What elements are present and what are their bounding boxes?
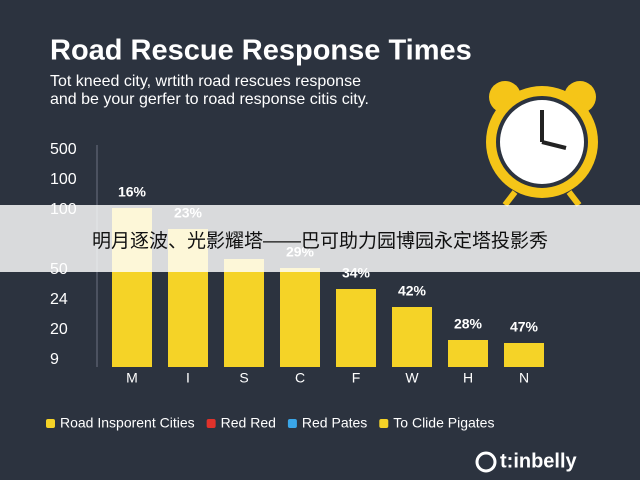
bar bbox=[280, 268, 320, 367]
bar bbox=[392, 307, 432, 367]
y-tick-label: 20 bbox=[50, 321, 68, 338]
legend-label: Red Red bbox=[221, 415, 276, 431]
bar bbox=[448, 340, 488, 367]
chart-title: Road Rescue Response Times bbox=[50, 35, 472, 67]
y-tick-label: 9 bbox=[50, 351, 59, 368]
x-tick-label: I bbox=[186, 370, 190, 386]
bar bbox=[504, 343, 544, 367]
y-tick-label: 500 bbox=[50, 141, 77, 158]
x-tick-label: W bbox=[405, 370, 419, 386]
legend-label: To Clide Pigates bbox=[393, 415, 494, 431]
legend-swatch bbox=[46, 419, 55, 428]
banner bbox=[0, 205, 640, 272]
y-tick-label: 24 bbox=[50, 291, 68, 308]
bar bbox=[224, 259, 264, 367]
logo: t:inbelly bbox=[475, 450, 578, 473]
legend-swatch bbox=[379, 419, 389, 428]
y-tick-label: 100 bbox=[50, 171, 77, 188]
legend-label: Red Pates bbox=[302, 415, 367, 431]
x-tick-label: M bbox=[126, 370, 138, 386]
legend: Road Insporent Cities Red Red Red Pates To … bbox=[46, 415, 494, 431]
x-tick-label: F bbox=[352, 370, 361, 386]
legend-swatch bbox=[287, 419, 297, 428]
x-tick-label: C bbox=[295, 370, 305, 386]
banner-text: 明月逐波、光影耀塔——巴可助力园博园永定塔投影秀 bbox=[92, 230, 548, 252]
legend-label: Road Insporent Cities bbox=[60, 415, 195, 431]
subtitle: and be your gerfer to road response citi… bbox=[50, 91, 369, 108]
bar-annotation: 28% bbox=[454, 316, 483, 332]
x-tick-label: H bbox=[463, 370, 473, 386]
logo-text: t:inbelly bbox=[500, 450, 578, 472]
legend-swatch bbox=[206, 419, 216, 428]
bar-annotation: 42% bbox=[398, 283, 427, 299]
x-tick-label: S bbox=[239, 370, 248, 386]
subtitle: Tot kneed city, wrtith road rescues resp… bbox=[50, 73, 361, 90]
bar bbox=[336, 289, 376, 367]
bar-annotation: 16% bbox=[118, 184, 147, 200]
x-tick-label: N bbox=[519, 370, 529, 386]
clock-icon bbox=[486, 81, 598, 207]
bar-annotation: 47% bbox=[510, 319, 539, 335]
